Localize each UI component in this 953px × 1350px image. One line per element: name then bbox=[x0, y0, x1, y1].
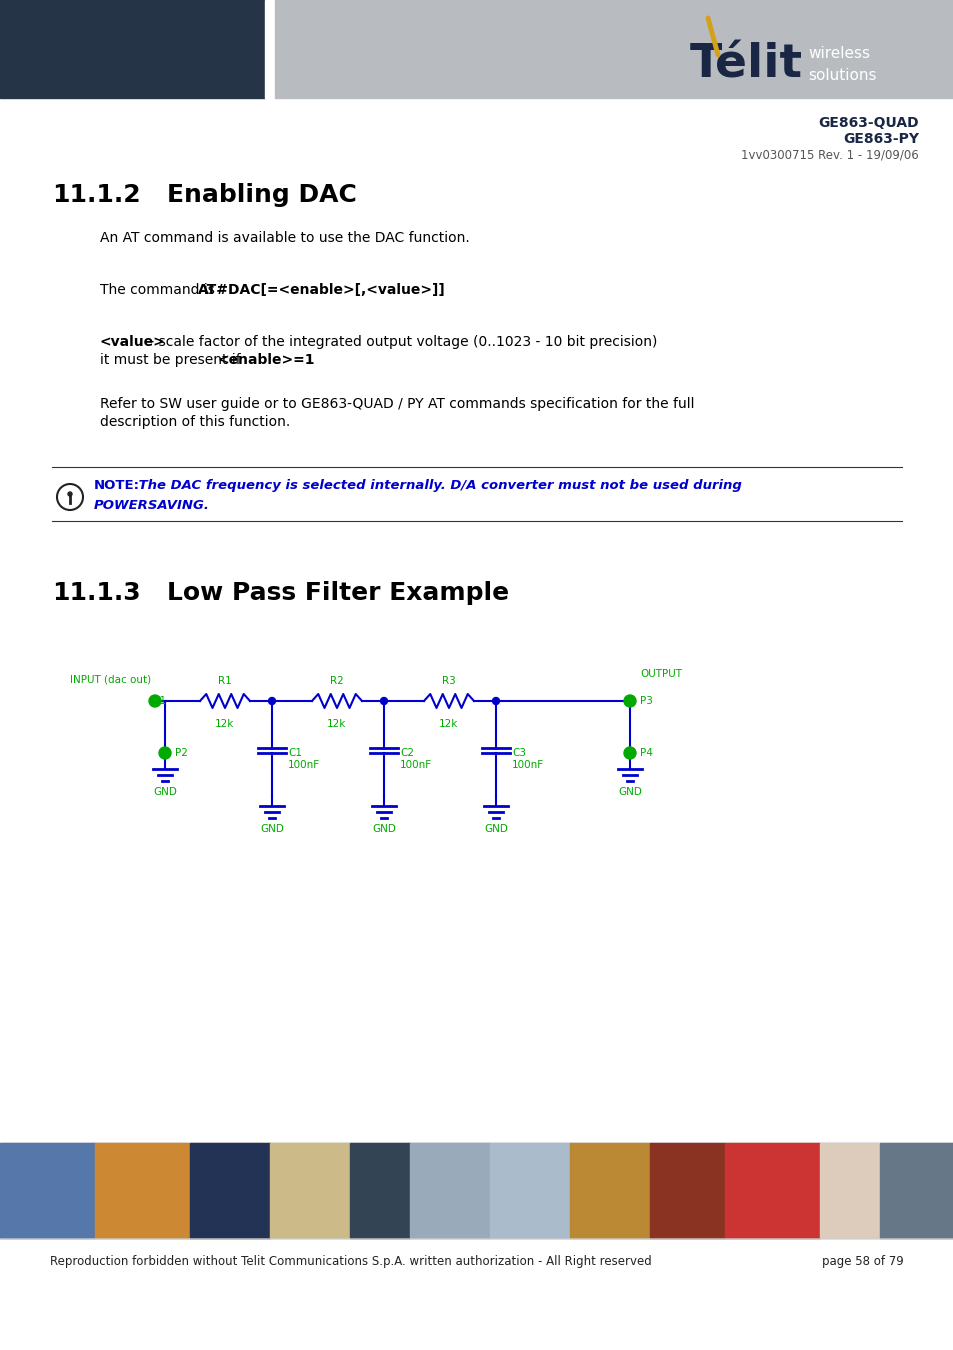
Text: description of this function.: description of this function. bbox=[100, 414, 290, 429]
Text: C2: C2 bbox=[399, 748, 414, 757]
Text: R1: R1 bbox=[218, 676, 232, 686]
Bar bbox=[724, 1143, 820, 1238]
Text: AT#DAC[=<enable>[,<value>]]: AT#DAC[=<enable>[,<value>]] bbox=[198, 284, 445, 297]
Bar bbox=[274, 0, 953, 99]
Text: GND: GND bbox=[152, 787, 176, 796]
Circle shape bbox=[268, 698, 275, 705]
Text: <enable>=1: <enable>=1 bbox=[218, 352, 315, 367]
Text: 12k: 12k bbox=[327, 720, 346, 729]
Text: 12k: 12k bbox=[215, 720, 234, 729]
Text: <value>: <value> bbox=[100, 335, 166, 350]
Text: P1: P1 bbox=[150, 697, 166, 706]
Text: INPUT (dac out): INPUT (dac out) bbox=[70, 675, 151, 684]
Text: POWERSAVING.: POWERSAVING. bbox=[94, 500, 210, 512]
Text: C3: C3 bbox=[512, 748, 525, 757]
Bar bbox=[820, 1143, 879, 1238]
Text: Télit: Télit bbox=[689, 42, 802, 88]
Text: wireless: wireless bbox=[807, 46, 869, 61]
Text: OUTPUT: OUTPUT bbox=[639, 670, 681, 679]
Text: page 58 of 79: page 58 of 79 bbox=[821, 1256, 903, 1268]
Text: R3: R3 bbox=[441, 676, 456, 686]
Bar bbox=[490, 1143, 569, 1238]
Bar bbox=[95, 1143, 190, 1238]
Bar bbox=[0, 1143, 953, 1238]
Text: P2: P2 bbox=[174, 748, 188, 757]
Bar bbox=[0, 0, 265, 99]
Circle shape bbox=[492, 698, 499, 705]
Text: GE863-QUAD: GE863-QUAD bbox=[818, 116, 918, 130]
Text: - scale factor of the integrated output voltage (0..1023 - 10 bit precision): - scale factor of the integrated output … bbox=[145, 335, 657, 350]
Text: GND: GND bbox=[483, 824, 507, 834]
Text: 11.1.2: 11.1.2 bbox=[52, 184, 140, 207]
Text: 1vv0300715 Rev. 1 - 19/09/06: 1vv0300715 Rev. 1 - 19/09/06 bbox=[740, 148, 918, 161]
Text: 100nF: 100nF bbox=[512, 760, 543, 770]
Text: 11.1.3: 11.1.3 bbox=[52, 580, 140, 605]
Text: An AT command is available to use the DAC function.: An AT command is available to use the DA… bbox=[100, 231, 469, 244]
Bar bbox=[190, 1143, 270, 1238]
Text: Low Pass Filter Example: Low Pass Filter Example bbox=[167, 580, 509, 605]
Bar bbox=[0, 1143, 95, 1238]
Bar bbox=[265, 0, 274, 99]
Bar bbox=[350, 1143, 410, 1238]
Circle shape bbox=[380, 698, 387, 705]
Circle shape bbox=[623, 695, 636, 707]
Text: Enabling DAC: Enabling DAC bbox=[167, 184, 356, 207]
Text: GE863-PY: GE863-PY bbox=[842, 132, 918, 146]
Text: R2: R2 bbox=[330, 676, 343, 686]
Text: P3: P3 bbox=[639, 697, 652, 706]
Bar bbox=[410, 1143, 490, 1238]
Text: it must be present if: it must be present if bbox=[100, 352, 245, 367]
Circle shape bbox=[68, 491, 71, 495]
Text: C1: C1 bbox=[288, 748, 302, 757]
Bar bbox=[569, 1143, 649, 1238]
Text: P4: P4 bbox=[639, 748, 652, 757]
Text: The command is: The command is bbox=[100, 284, 219, 297]
Bar bbox=[270, 1143, 350, 1238]
Circle shape bbox=[159, 747, 171, 759]
Text: 12k: 12k bbox=[438, 720, 458, 729]
Text: GND: GND bbox=[372, 824, 395, 834]
Text: solutions: solutions bbox=[807, 68, 876, 82]
Text: Reproduction forbidden without Telit Communications S.p.A. written authorization: Reproduction forbidden without Telit Com… bbox=[50, 1256, 651, 1268]
Circle shape bbox=[149, 695, 161, 707]
Text: 100nF: 100nF bbox=[288, 760, 320, 770]
Text: 100nF: 100nF bbox=[399, 760, 432, 770]
Text: GND: GND bbox=[260, 824, 284, 834]
Bar bbox=[649, 1143, 724, 1238]
Text: Refer to SW user guide or to GE863-QUAD / PY AT commands specification for the f: Refer to SW user guide or to GE863-QUAD … bbox=[100, 397, 694, 410]
Bar bbox=[879, 1143, 953, 1238]
Text: NOTE:: NOTE: bbox=[94, 479, 140, 491]
Circle shape bbox=[623, 747, 636, 759]
Text: GND: GND bbox=[618, 787, 641, 796]
Text: The DAC frequency is selected internally. D/A converter must not be used during: The DAC frequency is selected internally… bbox=[133, 479, 741, 491]
